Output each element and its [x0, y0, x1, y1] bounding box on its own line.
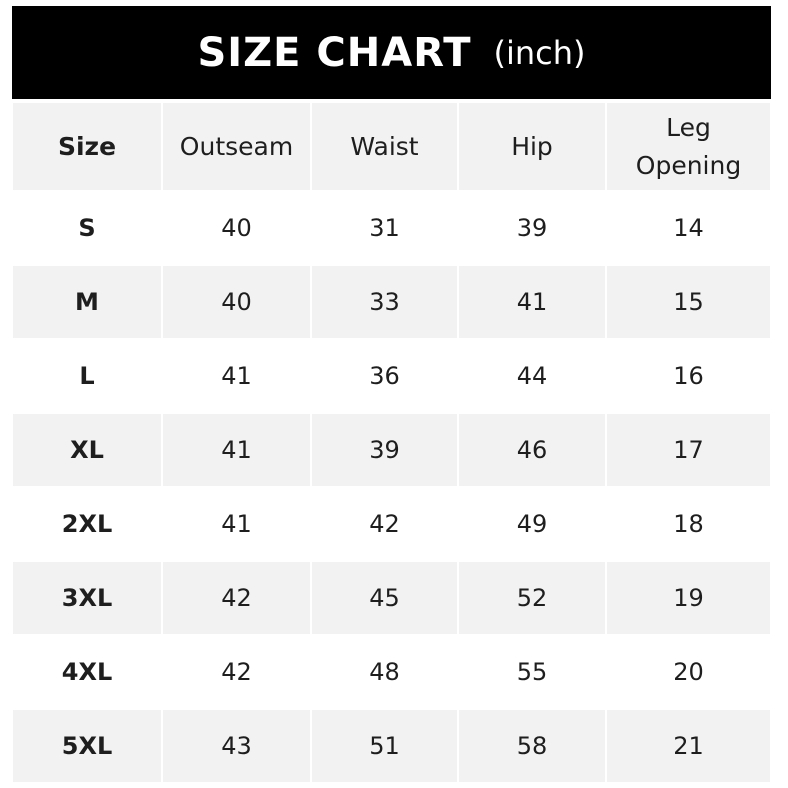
cell-waist: 33 [312, 266, 457, 338]
title-text: SIZE CHART [197, 29, 472, 76]
cell-hip: 39 [459, 192, 605, 264]
table-row: 3XL 42 45 52 19 [13, 562, 770, 634]
table-row: 2XL 41 42 49 18 [13, 488, 770, 560]
cell-size: 2XL [13, 488, 161, 560]
cell-size: S [13, 192, 161, 264]
cell-leg-opening: 21 [607, 710, 770, 782]
cell-outseam: 41 [163, 414, 310, 486]
cell-size: M [13, 266, 161, 338]
cell-size: 5XL [13, 710, 161, 782]
cell-waist: 45 [312, 562, 457, 634]
table-row: 4XL 42 48 55 20 [13, 636, 770, 708]
cell-hip: 49 [459, 488, 605, 560]
cell-leg-opening: 20 [607, 636, 770, 708]
header-hip: Hip [459, 103, 605, 190]
cell-leg-opening: 15 [607, 266, 770, 338]
size-table: Size Outseam Waist Hip Leg Opening S 40 31 3… [11, 101, 772, 784]
cell-outseam: 41 [163, 340, 310, 412]
cell-size: L [13, 340, 161, 412]
table-row: 5XL 43 51 58 21 [13, 710, 770, 782]
header-waist: Waist [312, 103, 457, 190]
cell-size: 4XL [13, 636, 161, 708]
cell-outseam: 42 [163, 562, 310, 634]
table-row: L 41 36 44 16 [13, 340, 770, 412]
cell-outseam: 41 [163, 488, 310, 560]
cell-waist: 31 [312, 192, 457, 264]
cell-hip: 44 [459, 340, 605, 412]
header-row: Size Outseam Waist Hip Leg Opening [13, 103, 770, 190]
cell-waist: 39 [312, 414, 457, 486]
cell-waist: 48 [312, 636, 457, 708]
cell-leg-opening: 16 [607, 340, 770, 412]
cell-hip: 41 [459, 266, 605, 338]
cell-hip: 52 [459, 562, 605, 634]
table-row: M 40 33 41 15 [13, 266, 770, 338]
cell-waist: 36 [312, 340, 457, 412]
table-row: S 40 31 39 14 [13, 192, 770, 264]
header-size: Size [13, 103, 161, 190]
cell-outseam: 40 [163, 192, 310, 264]
cell-size: 3XL [13, 562, 161, 634]
cell-size: XL [13, 414, 161, 486]
table-row: XL 41 39 46 17 [13, 414, 770, 486]
header-leg-opening: Leg Opening [607, 103, 770, 190]
cell-leg-opening: 14 [607, 192, 770, 264]
cell-leg-opening: 17 [607, 414, 770, 486]
cell-waist: 51 [312, 710, 457, 782]
cell-leg-opening: 19 [607, 562, 770, 634]
cell-hip: 55 [459, 636, 605, 708]
cell-hip: 46 [459, 414, 605, 486]
cell-outseam: 43 [163, 710, 310, 782]
cell-waist: 42 [312, 488, 457, 560]
cell-leg-opening: 18 [607, 488, 770, 560]
size-chart-title: SIZE CHART (inch) [12, 6, 771, 99]
cell-outseam: 40 [163, 266, 310, 338]
cell-hip: 58 [459, 710, 605, 782]
header-outseam: Outseam [163, 103, 310, 190]
cell-outseam: 42 [163, 636, 310, 708]
title-unit: (inch) [493, 33, 586, 72]
